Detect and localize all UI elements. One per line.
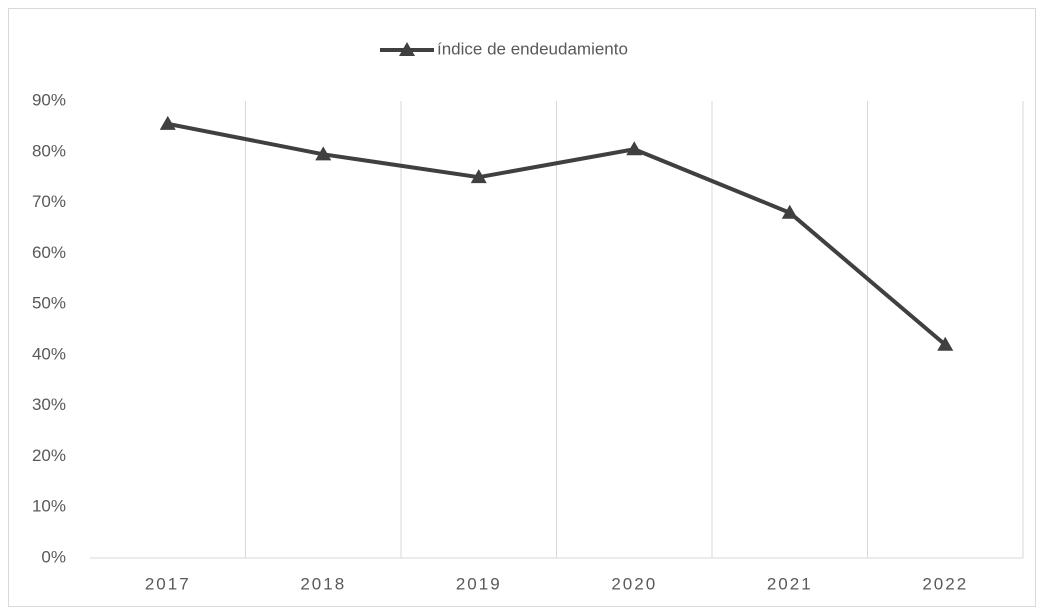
- marker: [626, 141, 643, 156]
- y-tick-label: 10%: [32, 497, 66, 516]
- y-tick-label: 80%: [32, 141, 66, 160]
- chart-border: [8, 8, 1036, 607]
- y-tick-label: 90%: [32, 90, 66, 109]
- marker: [315, 146, 332, 161]
- y-tick-label: 60%: [32, 243, 66, 262]
- marker: [937, 336, 954, 351]
- marker: [781, 204, 798, 219]
- line: [167, 121, 947, 347]
- y-tick-label: 50%: [32, 294, 66, 313]
- legend-label: índice de endeudamiento: [437, 39, 628, 58]
- x-tick-label: 2019: [456, 574, 502, 593]
- y-tick-label: 20%: [32, 446, 66, 465]
- x-tick-label: 2022: [922, 574, 968, 593]
- x-tick-label: 2017: [145, 574, 191, 593]
- y-tick-label: 70%: [32, 192, 66, 211]
- marker: [159, 115, 176, 130]
- y-tick-label: 30%: [32, 395, 66, 414]
- y-tick-label: 0%: [41, 547, 66, 566]
- x-tick-label: 2018: [300, 574, 346, 593]
- x-tick-label: 2021: [767, 574, 813, 593]
- marker: [470, 169, 487, 184]
- x-tick-label: 2020: [611, 574, 657, 593]
- y-tick-label: 40%: [32, 344, 66, 363]
- legend-marker: [399, 42, 415, 56]
